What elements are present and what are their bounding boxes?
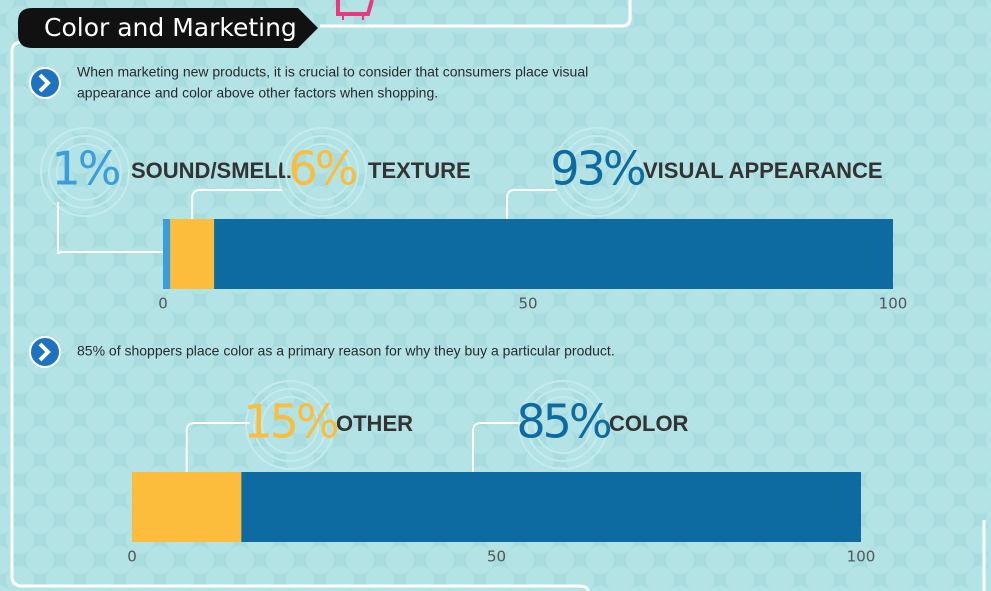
bar-segment <box>170 219 215 289</box>
connector <box>57 202 163 255</box>
frame <box>10 0 986 591</box>
connector <box>191 189 282 219</box>
bullet <box>29 336 61 368</box>
segment-name: TEXTURE <box>368 158 471 183</box>
percent-label: 85% <box>516 395 611 449</box>
title-tab <box>18 8 318 48</box>
label-ring <box>293 143 351 201</box>
label-ring <box>56 143 114 201</box>
percent-label: 93% <box>550 142 645 196</box>
label-ring <box>277 127 367 217</box>
label-ring <box>518 380 608 470</box>
percent-label: 15% <box>243 395 338 449</box>
bullet <box>29 67 61 99</box>
label-ring <box>245 380 335 470</box>
bar-segment <box>214 219 894 289</box>
label-ring <box>534 396 592 454</box>
description: When marketing new products, it is cruci… <box>77 64 588 80</box>
bar-segment <box>132 472 242 542</box>
title: Color and Marketing <box>44 13 297 42</box>
x-tick-label: 0 <box>127 548 137 566</box>
label-ring <box>48 135 122 209</box>
segment-name: SOUND/SMELL <box>131 158 291 183</box>
label-ring <box>261 396 319 454</box>
x-tick-label: 50 <box>487 548 506 566</box>
connector <box>185 422 250 472</box>
label-ring <box>253 388 327 462</box>
x-tick-label: 50 <box>518 295 537 313</box>
label-ring <box>552 127 642 217</box>
chevron <box>38 73 51 93</box>
description: appearance and color above other factors… <box>77 85 438 101</box>
x-tick-label: 100 <box>879 295 908 313</box>
segment-name: VISUAL APPEARANCE <box>643 158 883 183</box>
percent-label: 6% <box>289 142 357 196</box>
label-ring <box>560 135 634 209</box>
segment-name: OTHER <box>336 411 413 436</box>
connector <box>472 422 523 472</box>
description: 85% of shoppers place color as a primary… <box>77 343 615 359</box>
cart-icon <box>336 0 374 20</box>
percent-label: 1% <box>52 142 120 196</box>
x-tick-label: 100 <box>847 548 876 566</box>
label-ring <box>526 388 600 462</box>
chevron <box>38 342 51 362</box>
segment-name: COLOR <box>609 411 689 436</box>
bar-segment <box>241 472 862 542</box>
label-ring <box>40 127 130 217</box>
label-ring <box>568 143 626 201</box>
label-ring <box>285 135 359 209</box>
connector <box>506 189 557 219</box>
bar-segment <box>163 219 171 289</box>
x-tick-label: 0 <box>158 295 168 313</box>
